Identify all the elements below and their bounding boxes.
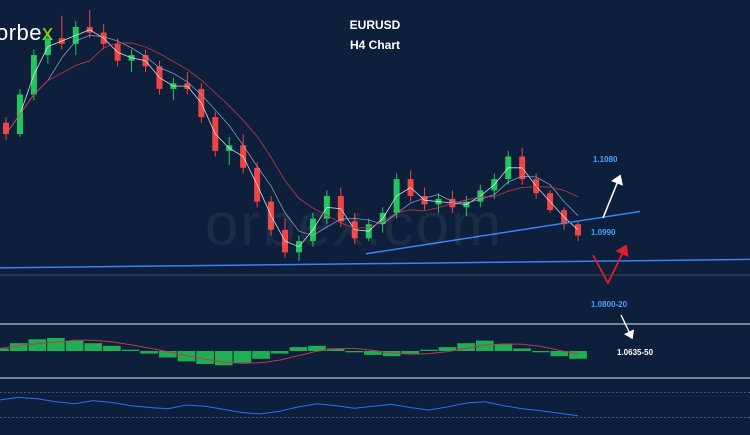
reversal-arrow bbox=[592, 244, 629, 285]
macd-bar bbox=[9, 343, 28, 351]
candle bbox=[240, 134, 247, 174]
macd-bar bbox=[65, 340, 84, 351]
watermark: orbex.com bbox=[205, 191, 504, 258]
macd-bar bbox=[326, 348, 345, 351]
level-label-3: 1.0800-20 bbox=[591, 300, 628, 309]
macd-bar bbox=[47, 338, 65, 351]
macd-bar bbox=[233, 351, 252, 363]
candle bbox=[226, 136, 233, 165]
rsi-panel bbox=[0, 392, 750, 418]
macd-bar bbox=[420, 349, 438, 351]
macd-bar bbox=[28, 339, 47, 351]
candle bbox=[170, 77, 177, 101]
macd-bar bbox=[494, 344, 513, 351]
level-label-4: 1.0635-50 bbox=[617, 348, 654, 357]
macd-bar bbox=[270, 351, 289, 354]
macd-bar bbox=[196, 351, 214, 364]
macd-bar bbox=[140, 351, 158, 354]
rsi-line bbox=[0, 396, 579, 417]
candle-body bbox=[575, 224, 581, 236]
chart-subtitle: H4 Chart bbox=[349, 38, 400, 52]
macd-bar bbox=[103, 345, 121, 351]
macd-bar bbox=[289, 347, 308, 351]
macd-bar bbox=[345, 351, 364, 353]
macd-bar bbox=[84, 343, 103, 351]
macd-panel bbox=[0, 338, 587, 366]
candle bbox=[575, 221, 581, 242]
panel-dividers bbox=[0, 274, 750, 379]
macd-bar bbox=[252, 351, 270, 359]
candle bbox=[3, 117, 9, 140]
candle-body bbox=[3, 122, 9, 134]
support-line bbox=[0, 258, 750, 269]
forecast-arrows bbox=[592, 174, 635, 340]
macd-bar bbox=[438, 347, 457, 351]
moving-averages bbox=[5, 29, 579, 248]
candle bbox=[519, 148, 526, 185]
macd-bar bbox=[475, 340, 494, 351]
chart-title: EURUSD bbox=[349, 18, 401, 32]
candle bbox=[16, 88, 23, 137]
moving-average-2 bbox=[5, 34, 579, 236]
macd-bar bbox=[158, 351, 177, 358]
macd-bar bbox=[382, 351, 401, 357]
macd-bar bbox=[214, 351, 233, 366]
downside-arrow bbox=[620, 314, 635, 340]
macd-bar bbox=[513, 348, 531, 351]
candle bbox=[128, 49, 135, 72]
level-label-2: 1.0990 bbox=[591, 228, 616, 237]
macd-bar bbox=[121, 349, 140, 351]
macd-bar bbox=[177, 351, 196, 362]
macd-bar bbox=[308, 345, 326, 351]
macd-bar bbox=[550, 351, 569, 357]
macd-signal-line bbox=[0, 339, 579, 364]
trendlines bbox=[0, 210, 750, 269]
macd-bar bbox=[457, 343, 475, 351]
upside-arrow bbox=[602, 174, 623, 219]
ascending-trendline bbox=[365, 210, 641, 255]
macd-bar bbox=[569, 351, 587, 359]
macd-bar bbox=[531, 351, 550, 353]
level-label-1: 1.1080 bbox=[593, 155, 618, 164]
moving-average-3 bbox=[5, 42, 579, 229]
macd-bar bbox=[0, 348, 9, 351]
orbex-logo: orbex bbox=[0, 20, 54, 45]
macd-bar bbox=[364, 351, 382, 355]
macd-bar bbox=[401, 351, 420, 354]
